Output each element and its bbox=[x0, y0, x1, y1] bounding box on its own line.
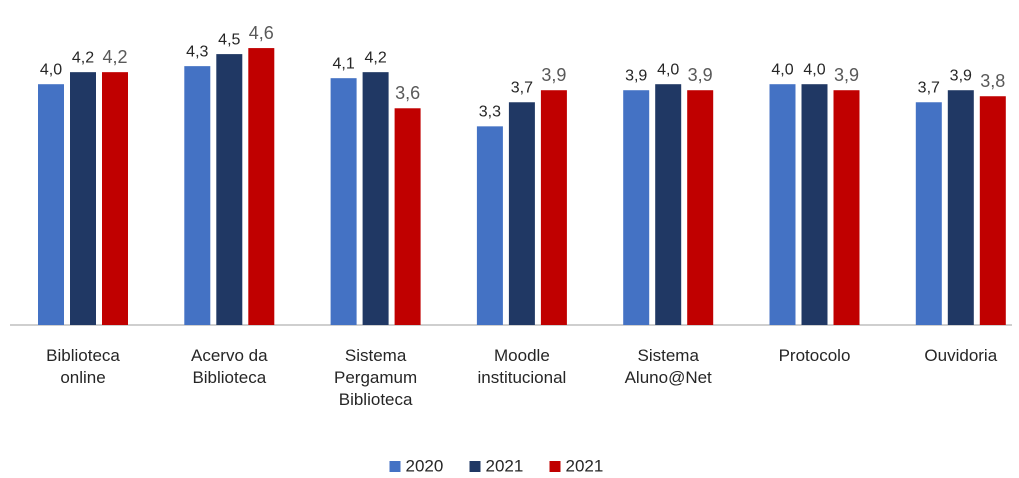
data-label: 3,9 bbox=[950, 67, 972, 84]
x-tick-label-line: Biblioteca bbox=[46, 346, 120, 365]
data-label: 4,6 bbox=[249, 23, 274, 43]
x-tick-label: Protocolo bbox=[779, 346, 851, 365]
bar bbox=[915, 102, 942, 325]
bar bbox=[102, 72, 128, 325]
bar bbox=[801, 84, 828, 325]
bar bbox=[769, 84, 796, 325]
bar bbox=[184, 66, 211, 325]
data-label: 3,9 bbox=[688, 65, 713, 85]
bar bbox=[330, 78, 357, 326]
x-tick-label-line: Ouvidoria bbox=[924, 346, 997, 365]
bar bbox=[623, 90, 650, 325]
x-tick-label: Biblioteca online bbox=[46, 346, 120, 387]
data-label: 4,0 bbox=[657, 61, 679, 78]
x-tick-label-line: Protocolo bbox=[779, 346, 851, 365]
data-label: 3,7 bbox=[511, 79, 533, 96]
data-label: 4,2 bbox=[102, 47, 127, 67]
x-tick-label: Moodle institucional bbox=[477, 346, 566, 387]
x-tick-label-line: Aluno@Net bbox=[625, 368, 712, 387]
data-label: 3,9 bbox=[541, 65, 566, 85]
x-tick-label-line: institucional bbox=[477, 368, 566, 387]
x-tick-label-line: Acervo da bbox=[191, 346, 268, 365]
legend-label: 2021 bbox=[566, 456, 604, 475]
bar bbox=[362, 72, 389, 325]
x-tick-label-line: Sistema bbox=[637, 346, 699, 365]
data-label: 4,1 bbox=[332, 55, 354, 72]
bar bbox=[540, 90, 567, 325]
bar bbox=[216, 54, 243, 325]
data-label: 4,0 bbox=[771, 61, 793, 78]
bar bbox=[508, 102, 535, 325]
data-label: 4,3 bbox=[186, 43, 208, 60]
x-tick-label: Sistema Aluno@Net bbox=[625, 346, 712, 387]
bar bbox=[248, 48, 275, 325]
data-label: 4,0 bbox=[40, 61, 62, 78]
x-tick-label: Sistema Pergamum Biblioteca bbox=[334, 346, 417, 409]
bar bbox=[655, 84, 682, 325]
x-tick-label-line: Biblioteca bbox=[192, 368, 266, 387]
x-tick-label-line: Sistema bbox=[345, 346, 407, 365]
data-label: 4,5 bbox=[218, 31, 240, 48]
bar bbox=[394, 108, 421, 325]
x-tick-label-line: Pergamum bbox=[334, 368, 417, 387]
bar bbox=[476, 126, 503, 325]
x-tick-label-line: online bbox=[60, 368, 105, 387]
data-label: 3,8 bbox=[980, 71, 1005, 91]
data-label: 4,2 bbox=[364, 49, 386, 66]
bar bbox=[833, 90, 860, 325]
data-label: 4,2 bbox=[72, 49, 94, 66]
x-tick-label: Acervo da Biblioteca bbox=[191, 346, 268, 387]
data-label: 3,7 bbox=[918, 79, 940, 96]
bar bbox=[70, 72, 96, 325]
data-label: 3,3 bbox=[479, 104, 501, 121]
bar bbox=[687, 90, 714, 325]
data-label: 3,9 bbox=[625, 67, 647, 84]
legend-swatch bbox=[549, 461, 561, 472]
x-tick-label-line: Moodle bbox=[494, 346, 550, 365]
legend-label: 2020 bbox=[406, 456, 444, 475]
legend-swatch bbox=[389, 461, 401, 472]
data-label: 4,0 bbox=[803, 61, 825, 78]
legend-swatch bbox=[469, 461, 481, 472]
x-tick-label-line: Biblioteca bbox=[339, 390, 413, 409]
x-tick-label: Ouvidoria bbox=[924, 346, 997, 365]
data-label: 3,6 bbox=[395, 83, 420, 103]
legend-label: 2021 bbox=[486, 456, 524, 475]
bar bbox=[38, 84, 64, 325]
bar bbox=[979, 96, 1006, 326]
bar bbox=[947, 90, 974, 325]
data-label: 3,9 bbox=[834, 65, 859, 85]
